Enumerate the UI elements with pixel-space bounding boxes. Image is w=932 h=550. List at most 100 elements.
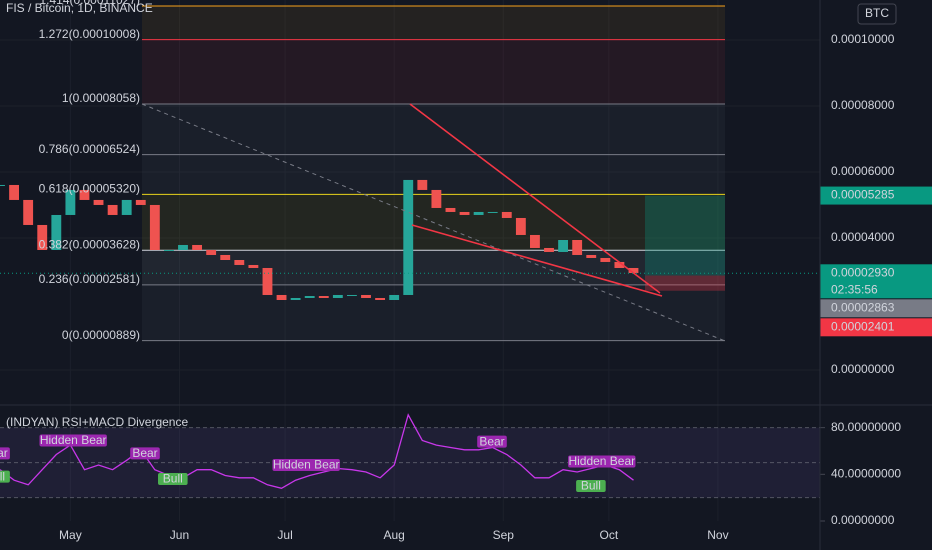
fib-zone: [142, 250, 725, 285]
y-tick-label: 0.00008000: [831, 98, 895, 112]
price-tag-label: 0.00002401: [831, 319, 895, 333]
divergence-label: Bull: [0, 469, 5, 483]
price-tag-label: 0.00002930: [831, 265, 895, 279]
candle: [614, 261, 625, 268]
divergence-tag: [130, 447, 160, 460]
candle: [93, 199, 104, 205]
fib-zone: [142, 6, 725, 40]
candle: [248, 264, 259, 268]
x-tick-label: Jun: [170, 528, 189, 542]
indicator-line: [0, 413, 634, 489]
divergence-tag: [0, 447, 10, 460]
fib-level-label: 0.382(0.00003628): [39, 237, 140, 251]
candle: [79, 189, 90, 200]
divergence-tag: [157, 472, 188, 485]
candle: [572, 239, 583, 255]
candle: [361, 294, 371, 298]
candle: [65, 189, 76, 215]
candle: [628, 267, 639, 274]
candle: [487, 211, 498, 213]
candle: [473, 211, 484, 215]
candle: [332, 294, 343, 298]
candle: [431, 189, 442, 208]
fib-level-label: 1(0.00008058): [62, 91, 140, 105]
divergence-label: Bull: [163, 472, 183, 486]
countdown-label: 02:35:56: [831, 282, 878, 296]
divergence-tag: [576, 479, 606, 492]
candle: [37, 224, 48, 250]
divergence-tag: [272, 458, 340, 471]
x-tick-label: Sep: [493, 528, 515, 542]
divergence-label: Hidden Bear: [40, 433, 107, 447]
candle: [403, 179, 414, 295]
candle: [9, 184, 20, 200]
divergence-label: Bear: [0, 446, 8, 460]
candle: [23, 199, 34, 225]
position-loss-zone: [645, 275, 725, 291]
candle: [135, 199, 146, 205]
divergence-label: Hidden Bear: [568, 454, 635, 468]
price-tag: [820, 264, 932, 299]
candle: [51, 214, 62, 250]
candle: [318, 296, 329, 298]
marks-layer: [0, 179, 639, 489]
candle: [558, 239, 569, 252]
fib-level-label: 0.618(0.00005320): [39, 182, 140, 196]
candle: [164, 249, 174, 251]
indicator-y-tick-label: 80.00000000: [831, 420, 901, 434]
fib-level-label: 0(0.00000889): [62, 328, 140, 342]
divergence-label: Bear: [132, 446, 157, 460]
divergence-label: Hidden Bear: [273, 458, 340, 472]
fib-level-label: 0.236(0.00002581): [39, 272, 140, 286]
currency-box[interactable]: [857, 3, 897, 25]
candle: [586, 254, 597, 258]
indicator-y-tick-label: 40.00000000: [831, 466, 901, 480]
x-tick-label: Aug: [383, 528, 404, 542]
fib-zone: [142, 39, 725, 105]
price-tag: [820, 299, 932, 318]
x-tick-label: Oct: [600, 528, 619, 542]
price-tag: [820, 318, 932, 337]
candle: [417, 179, 428, 190]
candle: [304, 296, 315, 298]
candle: [389, 294, 400, 301]
fib-zone: [142, 154, 725, 195]
price-tag-label: 0.00002863: [831, 300, 895, 314]
fib-level-label: 0.786(0.00006524): [39, 142, 140, 156]
candle: [107, 204, 118, 215]
candle: [0, 184, 5, 186]
candle: [220, 254, 231, 260]
indicator-y-tick-label: 0.00000000: [831, 513, 895, 527]
candle: [530, 234, 540, 248]
price-tag: [820, 186, 932, 205]
fib-zone: [142, 104, 725, 155]
candle: [347, 294, 357, 296]
y-tick-label: 0.00010000: [831, 32, 895, 46]
candle: [375, 297, 386, 301]
under-layer: [0, 5, 825, 522]
wedge-lower-line: [411, 224, 663, 297]
candle: [515, 217, 526, 235]
x-tick-label: May: [59, 528, 82, 542]
divergence-tag: [39, 434, 107, 447]
candle: [445, 207, 456, 212]
y-tick-label: 0.00006000: [831, 164, 895, 178]
dashed-trend-line: [141, 103, 726, 342]
divergence-label: Bear: [479, 434, 504, 448]
divergence-tag: [568, 455, 636, 468]
candle: [206, 249, 217, 255]
candle: [234, 259, 245, 265]
candle: [290, 297, 301, 301]
candle: [276, 294, 287, 301]
candle: [501, 211, 512, 218]
x-tick-label: Nov: [707, 528, 728, 542]
y-tick-label: 0.00004000: [831, 230, 895, 244]
currency[interactable]: BTC: [865, 6, 889, 20]
position-profit-zone: [645, 195, 725, 276]
divergence-tag: [0, 470, 10, 483]
wedge-upper-line: [409, 103, 661, 294]
indicator-title: (INDYAN) RSI+MACD Divergence: [6, 415, 188, 429]
candle: [192, 244, 203, 250]
